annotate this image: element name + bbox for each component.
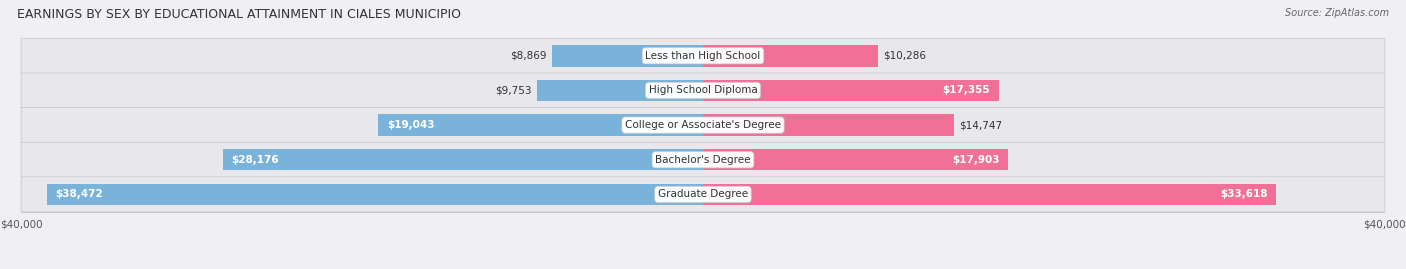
Text: Less than High School: Less than High School [645,51,761,61]
Text: $28,176: $28,176 [231,155,278,165]
Bar [378,114,703,136]
FancyBboxPatch shape [21,73,1385,108]
Text: $10,286: $10,286 [883,51,927,61]
Bar [703,149,1008,171]
FancyBboxPatch shape [21,142,1385,177]
Text: $17,355: $17,355 [942,86,990,95]
Text: $38,472: $38,472 [56,189,104,199]
Bar [703,114,955,136]
Bar [551,45,703,66]
FancyBboxPatch shape [21,38,1385,73]
FancyBboxPatch shape [21,108,1385,143]
Bar [703,80,998,101]
Text: High School Diploma: High School Diploma [648,86,758,95]
Bar [703,184,1277,205]
Text: Source: ZipAtlas.com: Source: ZipAtlas.com [1285,8,1389,18]
Text: $8,869: $8,869 [510,51,547,61]
Text: Graduate Degree: Graduate Degree [658,189,748,199]
Text: $19,043: $19,043 [387,120,434,130]
FancyBboxPatch shape [21,177,1385,212]
Bar [222,149,703,171]
Text: College or Associate's Degree: College or Associate's Degree [626,120,780,130]
Bar [703,45,879,66]
Text: Bachelor's Degree: Bachelor's Degree [655,155,751,165]
Text: $9,753: $9,753 [495,86,531,95]
Text: $14,747: $14,747 [959,120,1002,130]
Text: $17,903: $17,903 [952,155,1000,165]
Text: $33,618: $33,618 [1220,189,1268,199]
Bar [48,184,703,205]
Bar [537,80,703,101]
Text: EARNINGS BY SEX BY EDUCATIONAL ATTAINMENT IN CIALES MUNICIPIO: EARNINGS BY SEX BY EDUCATIONAL ATTAINMEN… [17,8,461,21]
